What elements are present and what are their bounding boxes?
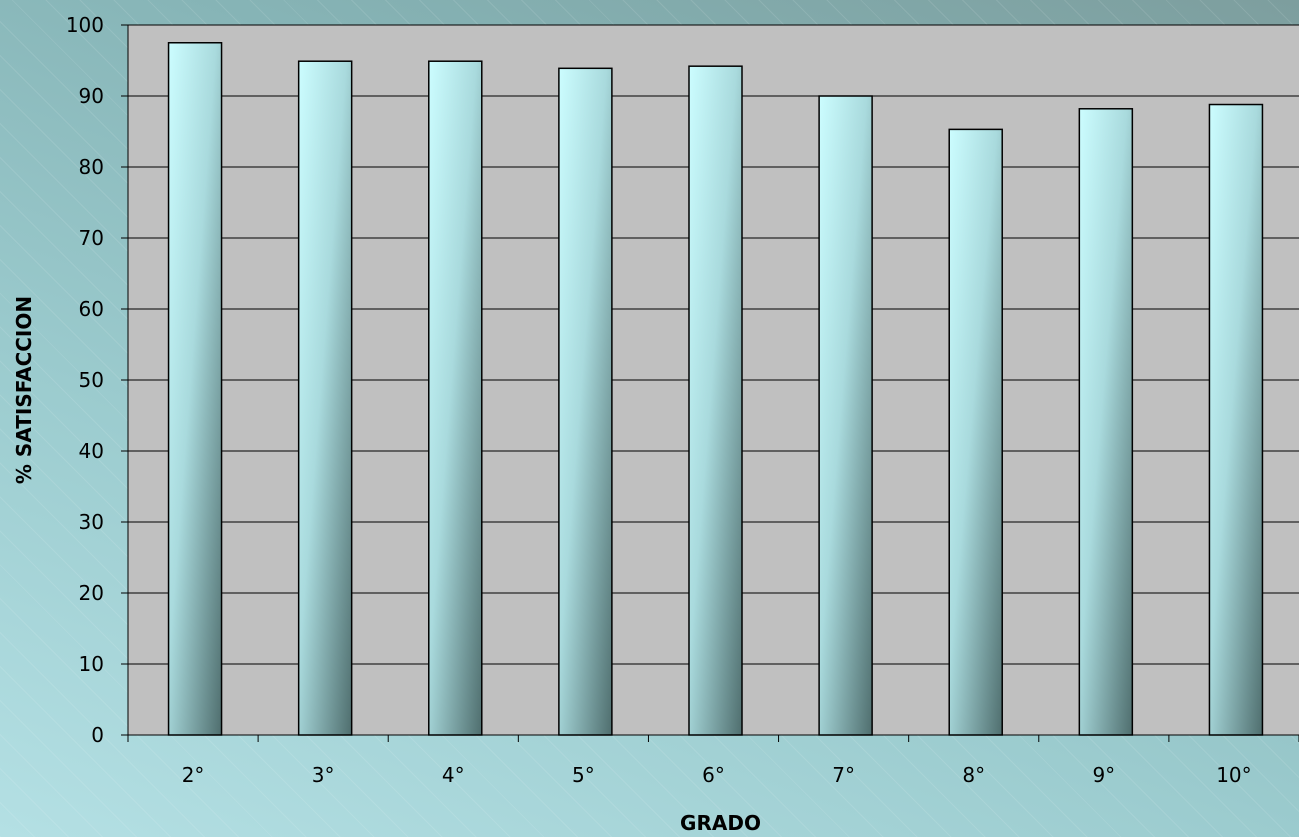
y-tick-label: 50: [79, 368, 104, 392]
bar: [818, 95, 873, 736]
x-tick-label: 5°: [572, 763, 595, 787]
y-tick-label: 20: [79, 581, 104, 605]
bar: [948, 128, 1003, 736]
x-axis: 2° 3° 4° 5° 6° 7° 8° 9° 10°: [127, 734, 1299, 787]
y-tick-label: 100: [66, 13, 104, 37]
y-tick-label: 70: [79, 226, 104, 250]
bar: [167, 42, 223, 736]
y-tick-label: 60: [79, 297, 104, 321]
bar: [428, 60, 483, 736]
x-tick-label: 3°: [312, 763, 335, 787]
x-tick-label: 10°: [1216, 763, 1251, 787]
x-tick-label: 4°: [442, 763, 465, 787]
bar: [1208, 103, 1264, 736]
bar: [1078, 108, 1134, 736]
x-tick-label: 7°: [832, 763, 855, 787]
y-tick-label: 10: [79, 652, 104, 676]
y-tick-label: 90: [79, 84, 104, 108]
x-tick-label: 8°: [962, 763, 985, 787]
y-tick-label: 40: [79, 439, 104, 463]
bar: [297, 60, 353, 736]
bar: [688, 65, 743, 736]
y-tick-label: 80: [79, 155, 104, 179]
bar: [558, 67, 613, 736]
bars: [167, 42, 1264, 736]
y-axis: 0 10 20 30 40 50 60 70 80 90 100: [66, 13, 129, 747]
y-tick-label: 30: [79, 510, 104, 534]
x-tick-label: 9°: [1092, 763, 1115, 787]
y-axis-title: % SATISFACCION: [12, 296, 36, 484]
x-tick-label: 2°: [182, 763, 205, 787]
y-tick-label: 0: [91, 723, 104, 747]
x-tick-label: 6°: [702, 763, 725, 787]
x-axis-title: GRADO: [680, 811, 761, 835]
